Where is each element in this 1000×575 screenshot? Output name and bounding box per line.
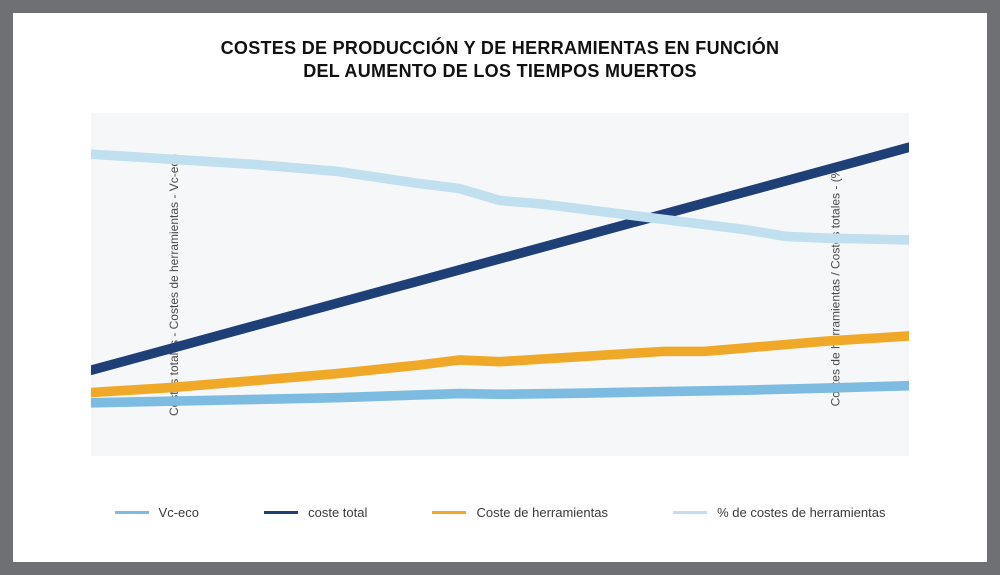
legend-item-coste-total: coste total xyxy=(264,505,367,520)
legend-label: coste total xyxy=(308,505,367,520)
legend-label: Coste de herramientas xyxy=(476,505,608,520)
legend-swatch xyxy=(673,511,707,514)
legend-item-pct-costes: % de costes de herramientas xyxy=(673,505,885,520)
chart-svg xyxy=(91,113,909,456)
legend-item-vc-eco: Vc-eco xyxy=(115,505,199,520)
series-pct_costes_herramientas xyxy=(91,154,909,240)
legend-swatch xyxy=(264,511,298,514)
legend-swatch xyxy=(432,511,466,514)
title-line-2: DEL AUMENTO DE LOS TIEMPOS MUERTOS xyxy=(303,61,697,81)
legend-label: Vc-eco xyxy=(159,505,199,520)
legend: Vc-eco coste total Coste de herramientas… xyxy=(91,505,909,520)
legend-item-coste-herramientas: Coste de herramientas xyxy=(432,505,608,520)
legend-label: % de costes de herramientas xyxy=(717,505,885,520)
series-coste_total xyxy=(91,147,909,370)
title-line-1: COSTES DE PRODUCCIÓN Y DE HERRAMIENTAS E… xyxy=(221,38,780,58)
legend-swatch xyxy=(115,511,149,514)
series-coste_herramientas xyxy=(91,336,909,393)
chart-area: Costes totales - Costes de herramientas … xyxy=(91,113,909,456)
chart-card: COSTES DE PRODUCCIÓN Y DE HERRAMIENTAS E… xyxy=(13,13,987,562)
chart-title: COSTES DE PRODUCCIÓN Y DE HERRAMIENTAS E… xyxy=(53,37,947,82)
